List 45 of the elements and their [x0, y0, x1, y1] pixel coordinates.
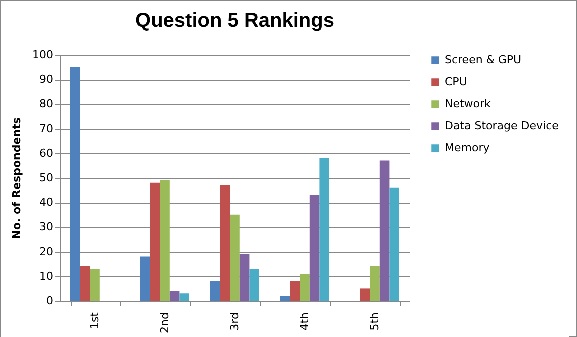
legend-label: Network: [445, 98, 492, 110]
y-tick-label: 40: [40, 196, 54, 210]
bar: [360, 288, 370, 301]
bar: [370, 266, 380, 301]
y-tick-label: 0: [46, 294, 54, 308]
bar: [70, 67, 80, 301]
bar: [220, 185, 230, 301]
legend-label: CPU: [445, 76, 468, 88]
bar: [180, 294, 190, 301]
x-tick-label: 2nd: [158, 312, 172, 334]
y-tick-label: 60: [40, 146, 54, 160]
y-tick-label: 20: [40, 245, 54, 258]
x-tick-label: 3rd: [228, 312, 242, 331]
bar: [310, 195, 320, 301]
bar: [170, 291, 180, 301]
y-tick-label: 10: [40, 270, 54, 283]
legend-label: Data Storage Device: [445, 120, 560, 132]
bar: [290, 281, 300, 301]
bar: [140, 256, 150, 301]
bar: [80, 266, 90, 301]
bar: [390, 188, 400, 301]
bar: [240, 254, 250, 301]
y-axis-title: No. of Respondents: [10, 117, 24, 240]
bar: [230, 214, 240, 301]
y-tick-label: 80: [40, 98, 54, 111]
y-tick-label: 70: [40, 122, 54, 136]
bar: [320, 158, 330, 301]
y-tick-label: 30: [40, 220, 54, 234]
y-tick-label: 90: [40, 73, 54, 86]
bar: [150, 182, 160, 301]
y-tick-label: 100: [32, 48, 54, 62]
chart-title: Question 5 Rankings: [136, 10, 334, 32]
bar: [160, 180, 170, 301]
legend-label: Memory: [445, 142, 490, 154]
y-tick-label: 50: [40, 172, 54, 184]
bar: [300, 274, 310, 301]
bar: [210, 281, 220, 301]
x-tick-label: 4th: [298, 312, 312, 331]
bar: [280, 296, 290, 301]
bar: [250, 269, 260, 301]
x-tick-label: 1st: [88, 312, 102, 330]
bar: [380, 160, 390, 301]
bar: [90, 269, 100, 301]
legend-label: Screen & GPU: [445, 54, 522, 66]
x-tick-label: 5th: [368, 312, 382, 331]
